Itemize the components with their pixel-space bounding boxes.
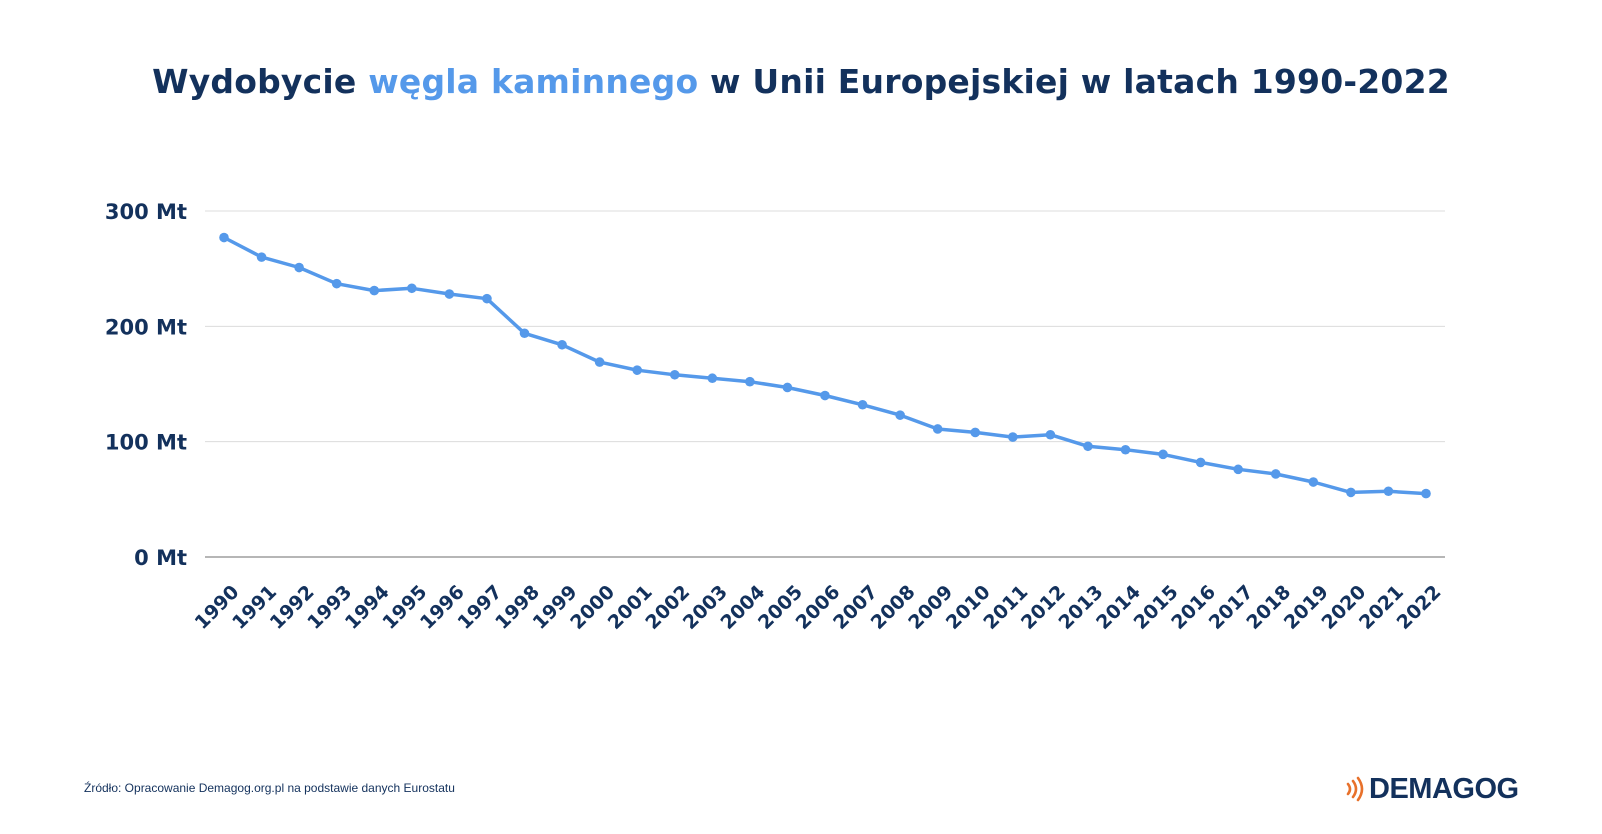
data-point bbox=[1045, 429, 1056, 440]
series-line-layer bbox=[222, 235, 1428, 496]
data-point bbox=[857, 399, 868, 410]
x-tick-label: 2022 bbox=[1393, 581, 1446, 634]
data-point bbox=[1083, 441, 1093, 452]
data-point bbox=[632, 365, 642, 375]
x-axis-ticks: 1990199119921993199419951996199719981999… bbox=[191, 581, 1446, 634]
data-point bbox=[594, 357, 605, 367]
signal-wave-icon bbox=[1346, 776, 1364, 802]
title-part-1: Wydobycie bbox=[152, 62, 369, 101]
y-tick-label: 100 Mt bbox=[105, 431, 187, 455]
data-point bbox=[782, 382, 793, 393]
title-part-2: w Unii Europejskiej w latach 1990-2022 bbox=[698, 62, 1450, 101]
data-point bbox=[1008, 432, 1018, 442]
data-points bbox=[219, 232, 1431, 499]
data-point bbox=[407, 283, 417, 294]
data-point bbox=[294, 262, 304, 273]
y-tick-label: 300 Mt bbox=[105, 200, 187, 224]
y-tick-label: 0 Mt bbox=[134, 546, 187, 570]
data-point bbox=[1233, 464, 1243, 475]
y-tick-label: 200 Mt bbox=[105, 315, 187, 339]
data-point bbox=[256, 252, 267, 262]
data-point bbox=[1195, 457, 1206, 468]
data-point bbox=[745, 376, 755, 387]
data-point bbox=[219, 232, 229, 243]
data-point bbox=[1270, 469, 1281, 479]
data-point bbox=[932, 424, 943, 434]
gridlines bbox=[205, 210, 1445, 558]
data-point bbox=[669, 369, 680, 380]
title-accent: węgla kaminnego bbox=[368, 62, 699, 101]
data-point bbox=[1383, 486, 1394, 497]
data-point bbox=[444, 289, 455, 299]
data-point bbox=[331, 278, 342, 289]
data-point bbox=[519, 328, 530, 339]
data-point bbox=[895, 410, 905, 420]
logo-wordmark: DEMAGOG bbox=[1369, 772, 1519, 805]
source-note: Źródło: Opracowanie Demagog.org.pl na po… bbox=[84, 781, 455, 795]
y-axis-ticks: 0 Mt 100 Mt 200 Mt 300 Mt bbox=[105, 200, 187, 570]
data-point bbox=[1120, 444, 1131, 455]
series-line bbox=[222, 235, 1428, 496]
data-point bbox=[1158, 449, 1168, 460]
data-point bbox=[1346, 487, 1356, 498]
data-point bbox=[707, 373, 718, 384]
data-point bbox=[369, 285, 380, 296]
data-point bbox=[557, 339, 567, 350]
chart-title: Wydobycie węgla kaminnego w Unii Europej… bbox=[0, 62, 1602, 101]
data-point bbox=[1421, 488, 1431, 499]
data-point bbox=[970, 427, 981, 438]
data-point bbox=[482, 293, 492, 304]
data-point bbox=[1308, 477, 1319, 487]
demagog-logo: DEMAGOG bbox=[1345, 772, 1519, 806]
data-point bbox=[820, 390, 830, 401]
